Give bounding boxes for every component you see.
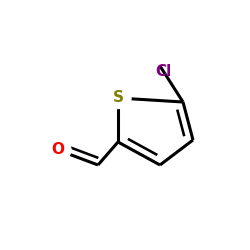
Text: O: O [52, 142, 64, 158]
Text: S: S [112, 90, 124, 106]
Text: Cl: Cl [155, 64, 171, 78]
Ellipse shape [105, 88, 131, 108]
Ellipse shape [45, 140, 71, 160]
